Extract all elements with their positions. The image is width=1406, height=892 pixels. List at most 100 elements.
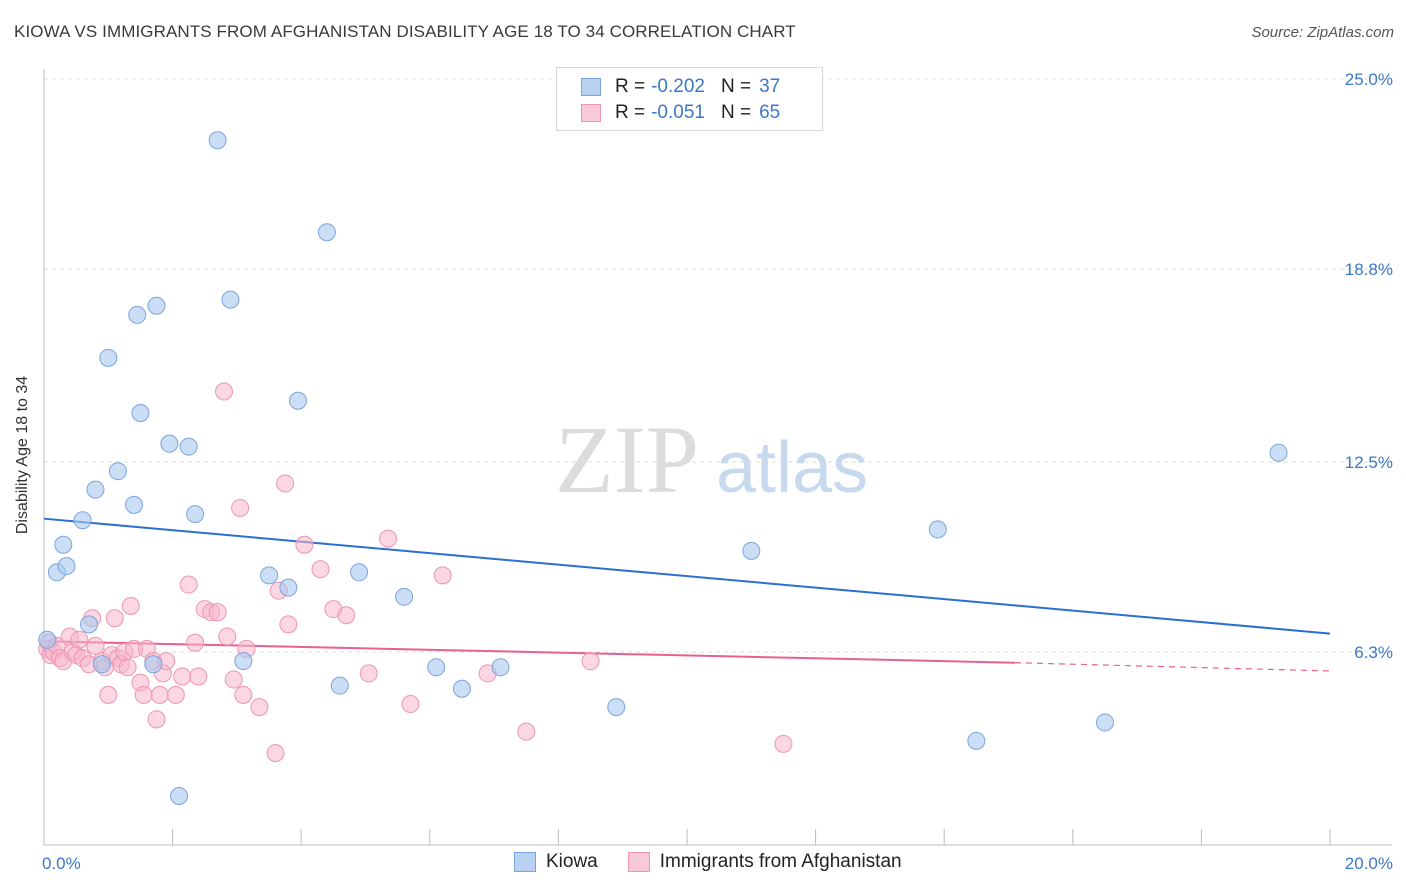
trendline-afghanistan bbox=[43, 640, 1015, 664]
legend-n-value: 65 bbox=[759, 102, 781, 123]
point-afghanistan bbox=[186, 633, 205, 652]
point-afghanistan bbox=[337, 606, 356, 625]
point-kiowa bbox=[57, 557, 76, 576]
point-kiowa bbox=[395, 587, 414, 606]
data-points bbox=[38, 131, 1288, 805]
point-kiowa bbox=[1269, 443, 1288, 462]
point-afghanistan bbox=[179, 575, 198, 594]
point-afghanistan bbox=[208, 603, 227, 622]
point-kiowa bbox=[607, 698, 626, 717]
point-kiowa bbox=[186, 505, 205, 524]
series-swatch-afghanistan bbox=[627, 852, 650, 872]
y-tick-label: 12.5% bbox=[1345, 453, 1393, 472]
legend-row-afghanistan: R = -0.051 N = 65 bbox=[581, 101, 780, 125]
point-afghanistan bbox=[311, 560, 330, 579]
point-kiowa bbox=[208, 131, 227, 150]
correlation-legend: R = -0.202 N = 37 R = -0.051 N = 65 bbox=[556, 67, 823, 131]
x-tick-label-min: 0.0% bbox=[42, 854, 81, 873]
point-afghanistan bbox=[279, 615, 298, 634]
point-kiowa bbox=[427, 658, 446, 677]
point-kiowa bbox=[147, 296, 166, 315]
point-afghanistan bbox=[189, 667, 208, 686]
point-kiowa bbox=[80, 615, 99, 634]
point-kiowa bbox=[144, 655, 163, 674]
legend-r-value: -0.202 bbox=[651, 76, 705, 97]
legend-row-kiowa: R = -0.202 N = 37 bbox=[581, 75, 780, 99]
series-legend-kiowa: Kiowa bbox=[514, 851, 598, 873]
point-afghanistan bbox=[150, 685, 169, 704]
chart-title: KIOWA VS IMMIGRANTS FROM AFGHANISTAN DIS… bbox=[14, 22, 796, 41]
point-afghanistan bbox=[224, 670, 243, 689]
point-kiowa bbox=[54, 535, 73, 554]
point-afghanistan bbox=[105, 609, 124, 628]
trend-lines bbox=[43, 517, 1331, 672]
point-afghanistan bbox=[166, 685, 185, 704]
source-credit: Source: ZipAtlas.com bbox=[1251, 24, 1394, 41]
series-name-afghanistan: Immigrants from Afghanistan bbox=[659, 851, 902, 872]
point-kiowa bbox=[86, 480, 105, 499]
point-kiowa bbox=[288, 391, 307, 410]
point-afghanistan bbox=[121, 597, 140, 616]
point-afghanistan bbox=[173, 667, 192, 686]
point-kiowa bbox=[967, 731, 986, 750]
series-legend: Kiowa Immigrants from Afghanistan bbox=[514, 851, 932, 873]
point-kiowa bbox=[452, 679, 471, 698]
point-kiowa bbox=[1095, 713, 1114, 732]
point-kiowa bbox=[234, 652, 253, 671]
point-kiowa bbox=[170, 786, 189, 805]
trendline-afghanistan-extension bbox=[1014, 662, 1331, 672]
point-kiowa bbox=[125, 495, 144, 514]
point-afghanistan bbox=[379, 529, 398, 548]
legend-swatch-afghanistan bbox=[581, 104, 601, 122]
point-afghanistan bbox=[433, 566, 452, 585]
y-axis-label: Disability Age 18 to 34 bbox=[14, 375, 31, 535]
point-kiowa bbox=[221, 290, 240, 309]
point-afghanistan bbox=[401, 695, 420, 714]
point-afghanistan bbox=[517, 722, 536, 741]
legend-r-value: -0.051 bbox=[651, 102, 705, 123]
point-afghanistan bbox=[70, 630, 89, 649]
point-kiowa bbox=[108, 462, 127, 481]
point-afghanistan bbox=[134, 685, 153, 704]
point-afghanistan bbox=[215, 382, 234, 401]
point-kiowa bbox=[128, 305, 147, 324]
tick-labels: 6.3% 12.5% 18.8% 25.0% 0.0% 20.0% bbox=[42, 70, 1393, 873]
grid-lines bbox=[44, 78, 1392, 653]
point-afghanistan bbox=[99, 685, 118, 704]
watermark-atlas: atlas bbox=[716, 428, 868, 508]
point-afghanistan bbox=[250, 698, 269, 717]
y-tick-label: 18.8% bbox=[1345, 260, 1393, 279]
y-tick-label: 6.3% bbox=[1354, 643, 1393, 662]
point-afghanistan bbox=[86, 636, 105, 655]
point-kiowa bbox=[330, 676, 349, 695]
trendline-kiowa bbox=[43, 517, 1331, 635]
point-kiowa bbox=[38, 630, 57, 649]
series-name-kiowa: Kiowa bbox=[546, 851, 598, 872]
axes bbox=[43, 69, 1392, 846]
point-kiowa bbox=[99, 348, 118, 367]
legend-n-value: 37 bbox=[759, 76, 781, 97]
point-afghanistan bbox=[359, 664, 378, 683]
point-kiowa bbox=[92, 655, 111, 674]
point-kiowa bbox=[491, 658, 510, 677]
point-afghanistan bbox=[774, 734, 793, 753]
point-afghanistan bbox=[231, 498, 250, 517]
legend-r-label: R = bbox=[615, 76, 646, 97]
point-kiowa bbox=[160, 434, 179, 453]
legend-r-label: R = bbox=[615, 102, 646, 123]
point-kiowa bbox=[260, 566, 279, 585]
series-legend-afghanistan: Immigrants from Afghanistan bbox=[627, 851, 902, 873]
legend-n-label: N = bbox=[720, 76, 752, 97]
point-kiowa bbox=[742, 541, 761, 560]
point-afghanistan bbox=[118, 658, 137, 677]
point-afghanistan bbox=[276, 474, 295, 493]
legend-n-label: N = bbox=[720, 102, 752, 123]
point-kiowa bbox=[179, 437, 198, 456]
point-afghanistan bbox=[147, 710, 166, 729]
watermark-zip: ZIP bbox=[555, 406, 699, 513]
point-afghanistan bbox=[234, 685, 253, 704]
point-kiowa bbox=[928, 520, 947, 539]
point-kiowa bbox=[73, 511, 92, 530]
point-afghanistan bbox=[218, 627, 237, 646]
point-afghanistan bbox=[266, 744, 285, 763]
